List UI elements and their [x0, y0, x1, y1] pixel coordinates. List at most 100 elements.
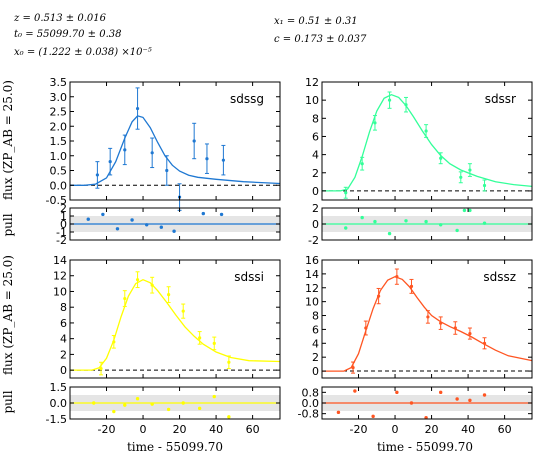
pull-point — [336, 410, 341, 415]
data-point — [112, 340, 116, 344]
pull-point — [353, 389, 357, 393]
y-tick-label: 12 — [53, 270, 67, 283]
pull-point — [130, 218, 134, 222]
pull-point — [395, 390, 399, 395]
x-tick-label: 40 — [461, 423, 475, 436]
y-tick-label: 6 — [312, 130, 319, 143]
y-tick-label: 2.5 — [50, 106, 68, 119]
data-point — [123, 148, 127, 152]
pull-point — [159, 225, 164, 229]
y-tick-label: 6 — [312, 323, 319, 336]
pull-y-tick-label: -2 — [308, 234, 319, 247]
band-label: sdssr — [485, 92, 516, 106]
plot-frame — [321, 259, 533, 379]
data-point — [108, 160, 112, 164]
data-point — [150, 151, 154, 155]
y-tick-label: 12 — [305, 282, 319, 295]
pull-y-tick-label: 0 — [60, 218, 67, 231]
pull-point — [373, 219, 377, 224]
pull-point — [123, 403, 127, 407]
data-point — [426, 315, 430, 319]
data-point — [165, 168, 169, 173]
y-tick-label: 6 — [60, 317, 67, 330]
data-point — [387, 98, 392, 102]
y-tick-label: 8 — [60, 301, 67, 314]
panel-sdssr: 12 10 8 6 4 2 0 sdssr 2 0 -2 — [305, 76, 533, 247]
x-tick-label: 60 — [246, 423, 260, 436]
param-t0: t₀ = 55099.70 ± 0.38 — [14, 29, 121, 40]
y-tick-label: 0 — [60, 364, 67, 377]
data-point — [123, 296, 127, 301]
data-point — [205, 157, 209, 161]
pull-point — [409, 401, 414, 405]
data-point — [221, 158, 225, 162]
pull-point — [135, 397, 140, 401]
pull-point — [172, 229, 176, 233]
data-point — [377, 294, 381, 298]
pull-point — [455, 228, 459, 233]
fit-parameters: z = 0.513 ± 0.016 t₀ = 55099.70 ± 0.38 x… — [13, 13, 367, 58]
pull-y-tick-label: -2 — [56, 234, 67, 247]
pull-point — [360, 215, 364, 220]
x-tick-label: 60 — [498, 423, 512, 436]
pull-point — [482, 393, 487, 397]
data-point — [212, 341, 216, 345]
param-c: c = 0.173 ± 0.037 — [274, 34, 367, 45]
plot-frame — [321, 81, 533, 201]
model-curve — [322, 93, 533, 192]
pull-point — [468, 398, 472, 403]
pull-y-tick-label: 2 — [312, 202, 319, 215]
pull-y-tick-label: 0.8 — [302, 386, 320, 399]
y-tick-label: 3.5 — [50, 76, 68, 89]
data-point — [468, 168, 472, 172]
pull-point — [197, 406, 202, 411]
x-tick-label: 40 — [209, 423, 223, 436]
data-point — [453, 326, 457, 330]
data-point — [373, 121, 377, 125]
y-tick-label: 2 — [60, 348, 67, 361]
flux-axis-label-top: flux (ZP_AB = 25.0) — [1, 80, 15, 200]
model-curve — [322, 275, 533, 372]
x-tick-label: -20 — [350, 423, 368, 436]
pull-point — [144, 223, 149, 227]
y-tick-label: 0.0 — [50, 179, 68, 192]
data-point — [439, 156, 443, 160]
data-point — [482, 183, 487, 188]
data-point — [181, 309, 185, 313]
pull-point — [115, 227, 120, 231]
pull-y-tick-label: 0 — [312, 218, 319, 231]
y-tick-label: 8 — [312, 112, 319, 125]
y-tick-label: 4 — [312, 149, 319, 162]
data-point — [364, 326, 368, 330]
pull-point — [371, 414, 375, 419]
band-label: sdssg — [230, 92, 264, 106]
pull-axis-label-top: pull — [1, 213, 15, 236]
pull-point — [212, 394, 216, 399]
model-curve — [70, 278, 281, 371]
pull-y-tick-label: 2 — [60, 202, 67, 215]
y-tick-label: 16 — [305, 254, 319, 267]
pull-y-tick-label: 0.0 — [302, 397, 320, 410]
y-tick-label: 14 — [53, 254, 67, 267]
pull-point — [201, 211, 206, 216]
y-tick-label: 3.0 — [50, 91, 68, 104]
pull-point — [404, 219, 408, 223]
pull-point — [101, 212, 105, 217]
time-axis-label-left: time - 55099.70 — [127, 440, 223, 454]
data-point — [198, 336, 202, 340]
y-tick-label: 10 — [305, 296, 319, 309]
x-tick-label: 20 — [425, 423, 439, 436]
pull-point — [219, 212, 224, 217]
y-tick-label: 12 — [305, 76, 319, 89]
data-point — [468, 331, 472, 336]
y-tick-label: 4 — [60, 333, 67, 346]
y-tick-label: 2 — [312, 167, 319, 180]
y-tick-label: 10 — [53, 285, 67, 298]
time-axis-label-right: time - 55099.70 — [377, 440, 473, 454]
pull-point — [438, 223, 443, 227]
pull-point — [482, 221, 487, 225]
pull-axis-label-bottom: pull — [1, 390, 15, 413]
